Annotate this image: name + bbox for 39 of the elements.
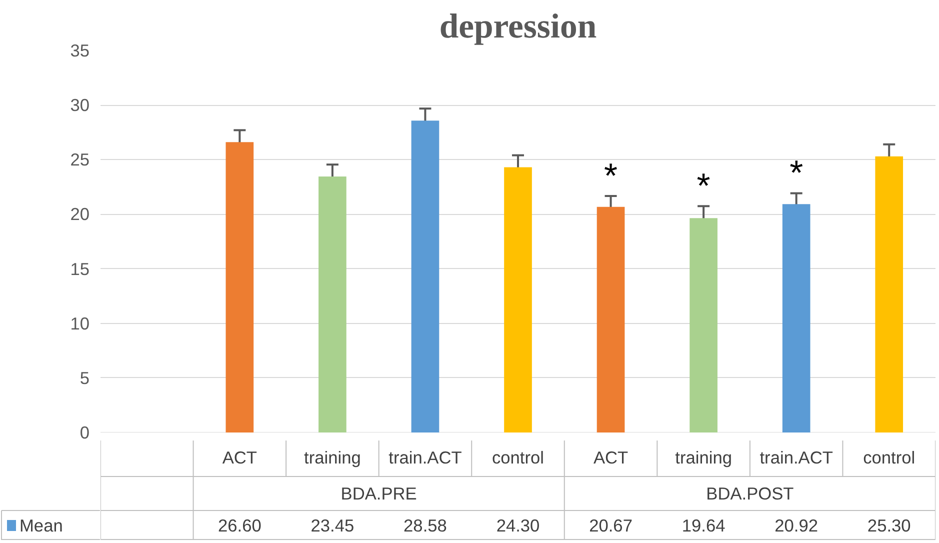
x-tick-label: ACT bbox=[222, 448, 258, 468]
y-tick-label: 25 bbox=[70, 150, 90, 170]
bar bbox=[411, 120, 440, 432]
x-tick-label: train.ACT bbox=[760, 448, 834, 468]
data-label: 20.92 bbox=[774, 516, 818, 536]
x-tick-label: control bbox=[492, 448, 544, 468]
y-tick-label: 35 bbox=[70, 40, 90, 60]
bar bbox=[504, 167, 532, 432]
data-label: 23.45 bbox=[310, 516, 354, 536]
data-label: 26.60 bbox=[218, 516, 262, 536]
x-tick-label: training bbox=[304, 448, 361, 468]
data-label: 25.30 bbox=[867, 516, 911, 536]
chart-title: depression bbox=[439, 8, 597, 46]
data-label: 20.67 bbox=[589, 516, 632, 536]
y-tick-label: 30 bbox=[70, 95, 90, 116]
bar bbox=[596, 206, 625, 432]
bar bbox=[226, 142, 254, 432]
bar bbox=[782, 204, 810, 432]
bar bbox=[690, 218, 718, 432]
data-label: 24.30 bbox=[496, 516, 540, 536]
data-label: 19.64 bbox=[682, 516, 726, 536]
data-label: 28.58 bbox=[404, 516, 447, 536]
y-tick-label: 5 bbox=[80, 368, 90, 388]
text: BDA.PRE bbox=[340, 484, 417, 504]
y-tick-label: 0 bbox=[80, 422, 90, 442]
x-tick-label: control bbox=[863, 448, 916, 468]
x-tick-label: training bbox=[675, 448, 732, 468]
annotation: * bbox=[604, 157, 618, 196]
x-tick-label: train.ACT bbox=[388, 448, 462, 468]
bar bbox=[875, 156, 904, 432]
annotation: * bbox=[696, 167, 710, 206]
y-tick-label: 15 bbox=[70, 258, 90, 279]
x-tick-label: ACT bbox=[593, 448, 629, 468]
text: BDA.POST bbox=[706, 484, 794, 504]
bar bbox=[318, 176, 346, 432]
y-tick-label: 20 bbox=[70, 204, 90, 224]
legend-label: Mean bbox=[20, 516, 63, 536]
y-tick-label: 10 bbox=[70, 313, 90, 334]
annotation: * bbox=[790, 154, 804, 193]
